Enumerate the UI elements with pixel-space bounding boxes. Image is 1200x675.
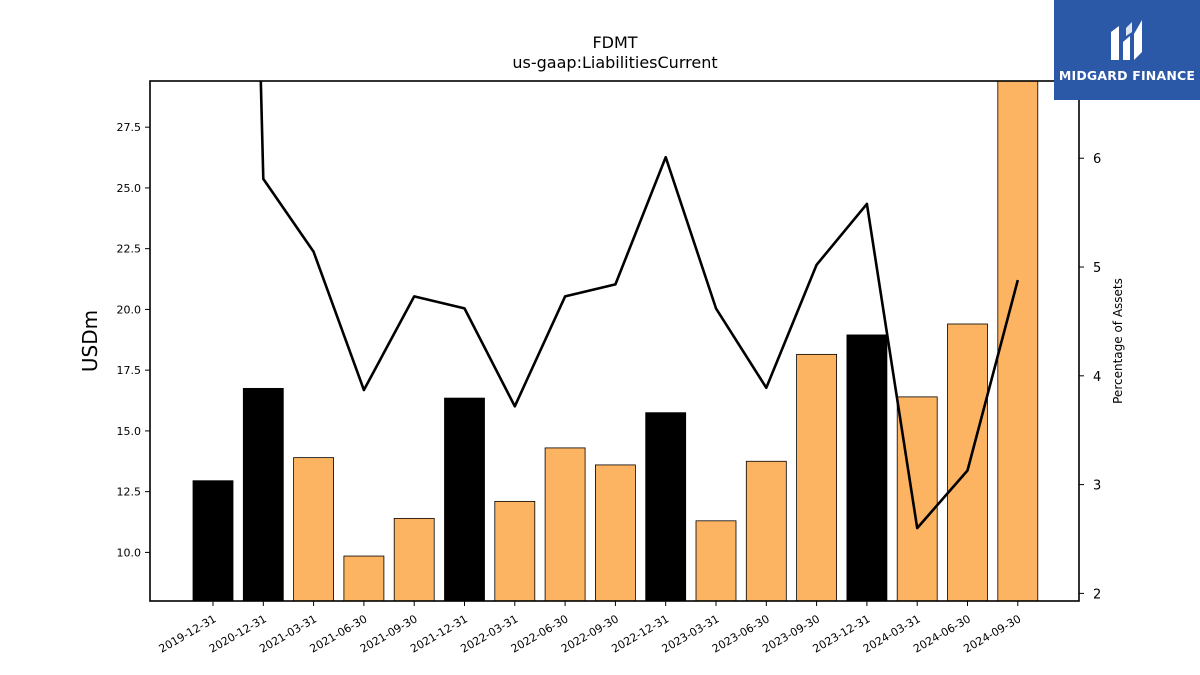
line-layer (259, 81, 1020, 530)
bar-2022-03-31 (494, 500, 536, 602)
x-tick-label: 2024-09-30 (961, 612, 1023, 655)
y-tick-label: 20.0 (117, 303, 142, 316)
y-tick-label: 22.5 (117, 243, 142, 256)
bar-2024-03-31 (896, 396, 938, 602)
logo-text: MIDGARD FINANCE (1058, 68, 1196, 83)
x-axis-ticks: 2019-12-312020-12-312021-03-312021-06-30… (157, 601, 1023, 656)
bar-2024-09-30 (997, 80, 1039, 602)
y2-axis-label: Percentage of Assets (1111, 278, 1125, 404)
y2-tick-label: 2 (1093, 587, 1101, 602)
y-tick-label: 15.0 (117, 425, 142, 438)
y-axis-ticks: 10.0 12.5 15.0 17.5 20.0 22.5 25.0 27.5 (117, 121, 150, 559)
bar-2023-03-31 (695, 520, 737, 602)
y2-tick-label: 5 (1093, 261, 1101, 276)
logo-mark-icon (1111, 20, 1142, 60)
bar-2021-06-30 (343, 555, 385, 602)
y2-tick-label: 6 (1093, 152, 1101, 167)
bar-2021-12-31 (444, 397, 485, 602)
plot-frame (149, 80, 1080, 602)
y2-axis-ticks: 2 3 4 5 6 (1079, 152, 1101, 602)
y-tick-label: 10.0 (117, 546, 142, 559)
brand-logo: MIDGARD FINANCE (1054, 0, 1200, 100)
bar-2023-12-31 (846, 334, 888, 602)
chart-title: FDMT (592, 33, 637, 52)
y-tick-label: 27.5 (117, 121, 142, 134)
y-tick-label: 25.0 (117, 182, 142, 195)
y2-tick-label: 3 (1093, 479, 1101, 494)
chart-subtitle: us-gaap:LiabilitiesCurrent (512, 53, 717, 72)
y-axis-label: USDm (78, 310, 102, 372)
bar-2023-06-30 (745, 460, 787, 602)
bar-2022-09-30 (595, 464, 636, 602)
bar-2023-09-30 (796, 353, 837, 602)
bar-2021-09-30 (393, 517, 435, 602)
bars-layer (192, 80, 1039, 602)
y-tick-label: 17.5 (117, 364, 142, 377)
bar-2022-12-31 (645, 412, 687, 602)
bar-2019-12-31 (192, 480, 234, 602)
y-tick-label: 12.5 (117, 486, 142, 499)
bar-2020-12-31 (242, 387, 284, 602)
y2-tick-label: 4 (1093, 370, 1101, 385)
bar-2022-06-30 (544, 447, 586, 602)
bar-2021-03-31 (293, 457, 335, 602)
bar-2024-06-30 (947, 323, 988, 602)
